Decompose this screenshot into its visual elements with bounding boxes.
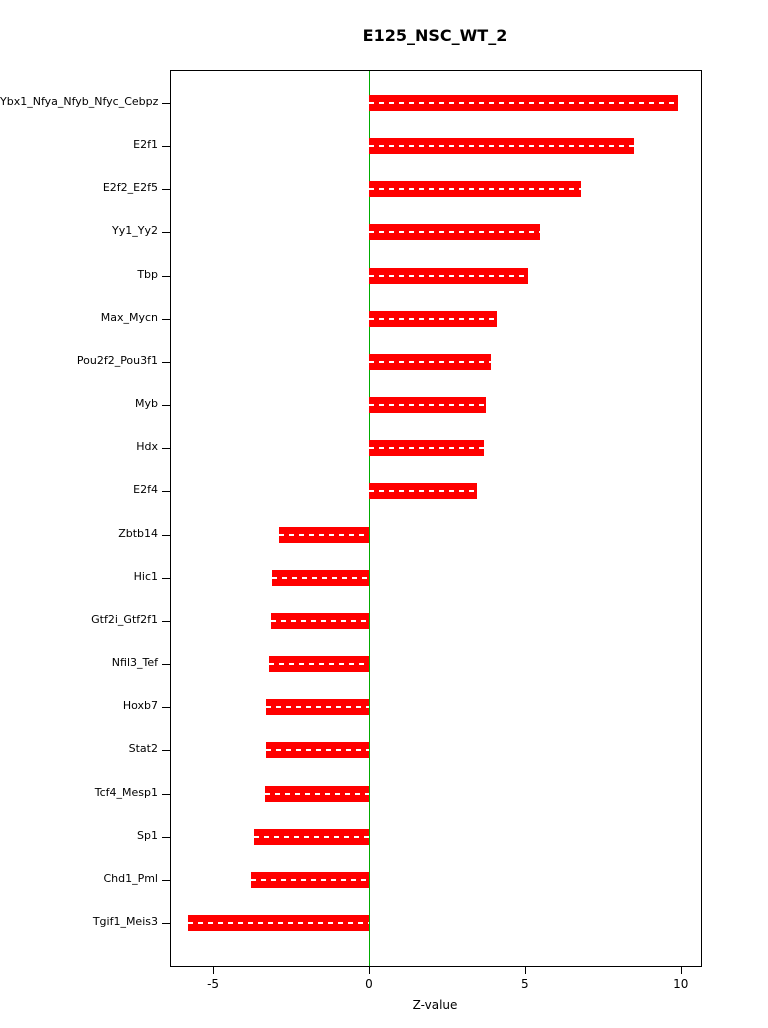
bar-dash-line xyxy=(270,619,369,622)
bar-dash-line xyxy=(269,663,369,666)
category-label: Tcf4_Mesp1 xyxy=(94,785,158,799)
bar-dash-line xyxy=(272,576,369,579)
bar xyxy=(272,569,369,586)
bar xyxy=(368,353,491,370)
zero-line xyxy=(368,71,370,966)
category-label: Hic1 xyxy=(133,569,158,583)
x-tick xyxy=(524,966,526,974)
y-tick xyxy=(162,318,171,320)
category-label: Hdx xyxy=(136,440,158,454)
bar-dash-line xyxy=(368,447,485,450)
bar xyxy=(188,915,369,931)
category-label: Hoxb7 xyxy=(122,699,158,713)
bar-dash-line xyxy=(368,274,528,277)
category-label: Sp1 xyxy=(137,828,158,842)
bar-dash-line xyxy=(264,792,369,795)
bar-dash-line xyxy=(368,188,581,191)
bar xyxy=(270,612,369,629)
y-tick xyxy=(162,448,171,450)
bar-dash-line xyxy=(253,835,369,838)
category-label: Nfil3_Tef xyxy=(111,656,158,670)
bar xyxy=(368,267,528,284)
bar xyxy=(266,699,369,716)
bar-dash-line xyxy=(188,922,369,924)
bar xyxy=(368,138,634,155)
bar-dash-line xyxy=(368,360,491,363)
y-tick xyxy=(162,103,171,104)
bar-dash-line xyxy=(368,102,678,104)
category-label: Tgif1_Meis3 xyxy=(92,915,158,928)
bar xyxy=(266,742,369,759)
x-tick-label: 10 xyxy=(673,977,689,991)
bar xyxy=(368,440,485,457)
y-tick xyxy=(162,836,171,838)
category-label: Myb xyxy=(135,397,158,411)
category-label: E2f2_E2f5 xyxy=(102,181,158,195)
x-axis-title: Z-value xyxy=(412,998,458,1012)
bar-dash-line xyxy=(266,749,369,752)
bar xyxy=(253,828,369,845)
bar xyxy=(368,397,486,414)
category-label: Yy1_Yy2 xyxy=(112,224,158,238)
bar xyxy=(368,310,497,327)
category-label: E2f1 xyxy=(133,138,158,152)
y-tick xyxy=(162,923,171,924)
y-tick xyxy=(162,793,171,795)
x-tick xyxy=(680,966,682,974)
bar-dash-line xyxy=(278,533,369,536)
bar-dash-line xyxy=(368,317,497,320)
y-tick xyxy=(162,275,171,277)
x-tick-label: 0 xyxy=(365,977,373,991)
chart-title: E125_NSC_WT_2 xyxy=(362,26,508,45)
y-tick xyxy=(162,620,171,622)
bar xyxy=(278,526,369,543)
bar xyxy=(368,483,477,500)
bar-dash-line xyxy=(250,878,369,881)
category-label: E2f4 xyxy=(133,483,158,497)
bar xyxy=(368,95,678,111)
category-label: Max_Mycn xyxy=(100,310,158,324)
y-tick xyxy=(162,189,171,191)
bar-dash-line xyxy=(368,404,486,407)
bar xyxy=(368,181,581,198)
bar-dash-line xyxy=(368,490,477,493)
category-label: Stat2 xyxy=(128,742,158,756)
x-tick-label: 5 xyxy=(521,977,529,991)
category-label: Chd1_Pml xyxy=(103,871,158,885)
x-tick xyxy=(213,966,215,974)
bar xyxy=(368,224,541,241)
bar-dash-line xyxy=(266,706,369,709)
y-tick xyxy=(162,146,171,148)
category-label: Pou2f2_Pou3f1 xyxy=(76,353,158,367)
category-label: Zbtb14 xyxy=(118,526,158,540)
category-label: Gtf2i_Gtf2f1 xyxy=(91,612,158,626)
y-tick xyxy=(162,707,171,709)
y-tick xyxy=(162,879,171,881)
x-tick xyxy=(368,966,370,974)
y-tick xyxy=(162,577,171,579)
bar-dash-line xyxy=(368,231,541,234)
y-tick xyxy=(162,405,171,407)
x-tick-label: -5 xyxy=(207,977,220,991)
y-tick xyxy=(162,361,171,363)
bar xyxy=(250,871,369,888)
category-label: Ybx1_Nfya_Nfyb_Nfyc_Cebpz xyxy=(0,95,159,108)
bar xyxy=(269,656,369,673)
y-tick xyxy=(162,232,171,234)
y-tick xyxy=(162,534,171,536)
plot-area: -5 0 5 10 xyxy=(162,70,702,991)
bar-dash-line xyxy=(368,145,634,148)
y-tick xyxy=(162,750,171,752)
y-tick xyxy=(162,491,171,493)
category-label: Tbp xyxy=(137,267,158,281)
bar xyxy=(264,785,369,802)
y-tick xyxy=(162,664,171,666)
